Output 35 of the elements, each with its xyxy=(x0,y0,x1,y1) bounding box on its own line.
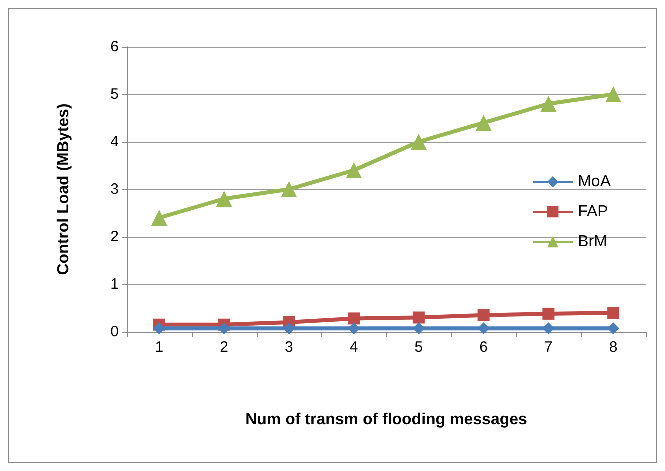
legend-label: FAP xyxy=(578,204,608,220)
point xyxy=(412,312,425,324)
y-tick-label: 6 xyxy=(110,38,119,56)
point xyxy=(540,96,557,112)
x-tick-label: 6 xyxy=(480,339,488,356)
y-tick-label: 4 xyxy=(110,134,119,150)
point xyxy=(153,322,166,335)
point xyxy=(410,134,427,150)
point xyxy=(606,86,622,102)
point xyxy=(346,162,362,178)
x-tick-label: 7 xyxy=(544,339,553,356)
y-tick-label: 2 xyxy=(110,228,119,246)
point xyxy=(478,309,490,322)
y-tick-label: 3 xyxy=(110,181,119,198)
x-tick-label: 4 xyxy=(350,339,358,356)
x-tick-label: 1 xyxy=(155,339,164,356)
point xyxy=(608,322,620,335)
x-axis-title: Num of transm of flooding messages xyxy=(246,412,528,428)
point xyxy=(542,308,555,320)
y-tick-label: 5 xyxy=(110,86,119,103)
x-tick-label: 3 xyxy=(285,339,294,356)
point xyxy=(476,115,492,131)
y-axis-title: Control Load (MBytes) xyxy=(56,104,72,276)
x-tick-label: 5 xyxy=(414,339,424,356)
point xyxy=(608,307,620,319)
y-tick-label: 1 xyxy=(110,276,119,293)
x-tick-label: 2 xyxy=(220,339,228,356)
point xyxy=(151,210,168,226)
point xyxy=(348,312,360,325)
legend-label: MoA xyxy=(578,174,612,190)
point xyxy=(216,191,232,207)
x-tick-label: 8 xyxy=(609,339,618,356)
y-tick-label: 0 xyxy=(110,324,119,340)
point xyxy=(281,182,298,198)
legend-label: BrM xyxy=(578,234,608,250)
